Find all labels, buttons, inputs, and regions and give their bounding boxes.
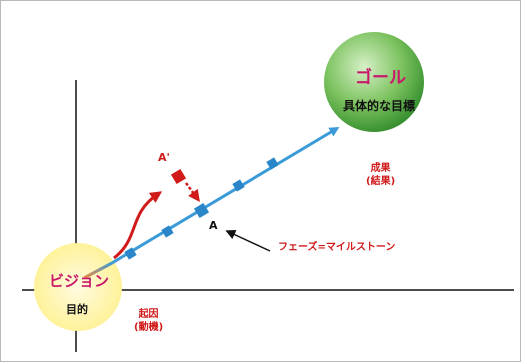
milestone-markers xyxy=(124,157,279,260)
milestone-label: フェーズ=マイルストーン xyxy=(278,242,396,253)
point-a-prime-label: A' xyxy=(158,151,170,164)
vision-title: ビジョン xyxy=(49,272,110,290)
milestone-marker-a xyxy=(193,202,210,219)
cause-line2: (動機) xyxy=(134,322,164,333)
cause-label: 起因 (動機) xyxy=(134,310,163,336)
result-label: 成果 (結果) xyxy=(366,164,395,190)
vision-circle xyxy=(34,243,122,331)
correction-arrow xyxy=(184,182,200,203)
milestone-marker xyxy=(124,247,137,260)
vision-subtitle: 目的 xyxy=(66,303,88,316)
goal-circle xyxy=(324,32,424,132)
milestone-marker xyxy=(161,225,174,238)
milestone-pointer-arrow xyxy=(225,229,271,252)
deviation-marker-a-prime xyxy=(170,168,187,185)
progress-path-arrow xyxy=(111,126,340,265)
point-a-label: A xyxy=(209,219,218,232)
path-start-segment xyxy=(83,261,113,280)
deviation-curve-arrow xyxy=(113,191,163,260)
result-line2: (結果) xyxy=(366,176,396,187)
result-line1: 成果 xyxy=(370,163,391,174)
milestone-marker xyxy=(266,157,279,170)
milestone-marker xyxy=(232,179,245,192)
goal-title: ゴール xyxy=(355,68,406,88)
cause-line1: 起因 xyxy=(138,309,159,320)
goal-subtitle: 具体的な目標 xyxy=(343,99,416,113)
